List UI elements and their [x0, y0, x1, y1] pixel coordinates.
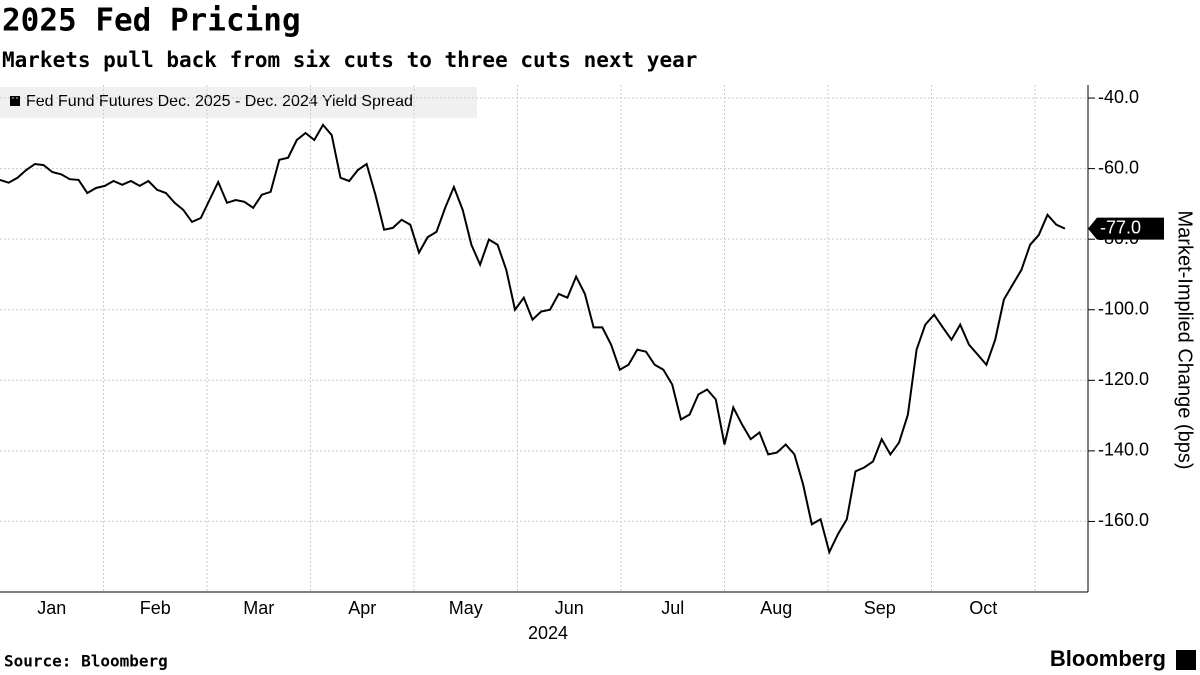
legend-box	[0, 87, 477, 118]
y-tick-label: -160.0	[1098, 510, 1149, 530]
legend-label: Fed Fund Futures Dec. 2025 - Dec. 2024 Y…	[26, 93, 413, 110]
chart-subtitle: Markets pull back from six cuts to three…	[2, 48, 697, 72]
x-tick-label: Sep	[864, 598, 896, 618]
legend-swatch	[10, 96, 20, 106]
brand: Bloomberg	[1050, 646, 1166, 671]
line	[0, 123, 1066, 555]
y-tick-label: -140.0	[1098, 440, 1149, 460]
x-tick-label: Aug	[760, 598, 792, 618]
brand-icon	[1176, 650, 1196, 670]
x-tick-label: Jul	[661, 598, 684, 618]
y-tick-label: -60.0	[1098, 157, 1139, 177]
y-tick-label: -40.0	[1098, 87, 1139, 107]
x-tick-label: Apr	[348, 598, 376, 618]
x-tick-label: Feb	[140, 598, 171, 618]
x-tick-label: Oct	[969, 598, 997, 618]
y-tick-label: -100.0	[1098, 298, 1149, 318]
y-tick-label: -120.0	[1098, 369, 1149, 389]
source: Source: Bloomberg	[4, 652, 168, 671]
x-axis-label: 2024	[528, 623, 568, 643]
chart-title: 2025 Fed Pricing	[2, 3, 301, 39]
x-tick-label: Jan	[37, 598, 66, 618]
last-value-tag	[1088, 217, 1164, 240]
x-tick-label: May	[449, 598, 483, 618]
x-tick-label: Mar	[243, 598, 274, 618]
y-axis-label: Market-Implied Change (bps)	[1174, 211, 1196, 470]
last-value-label: -77.0	[1100, 217, 1141, 237]
x-tick-label: Jun	[555, 598, 584, 618]
